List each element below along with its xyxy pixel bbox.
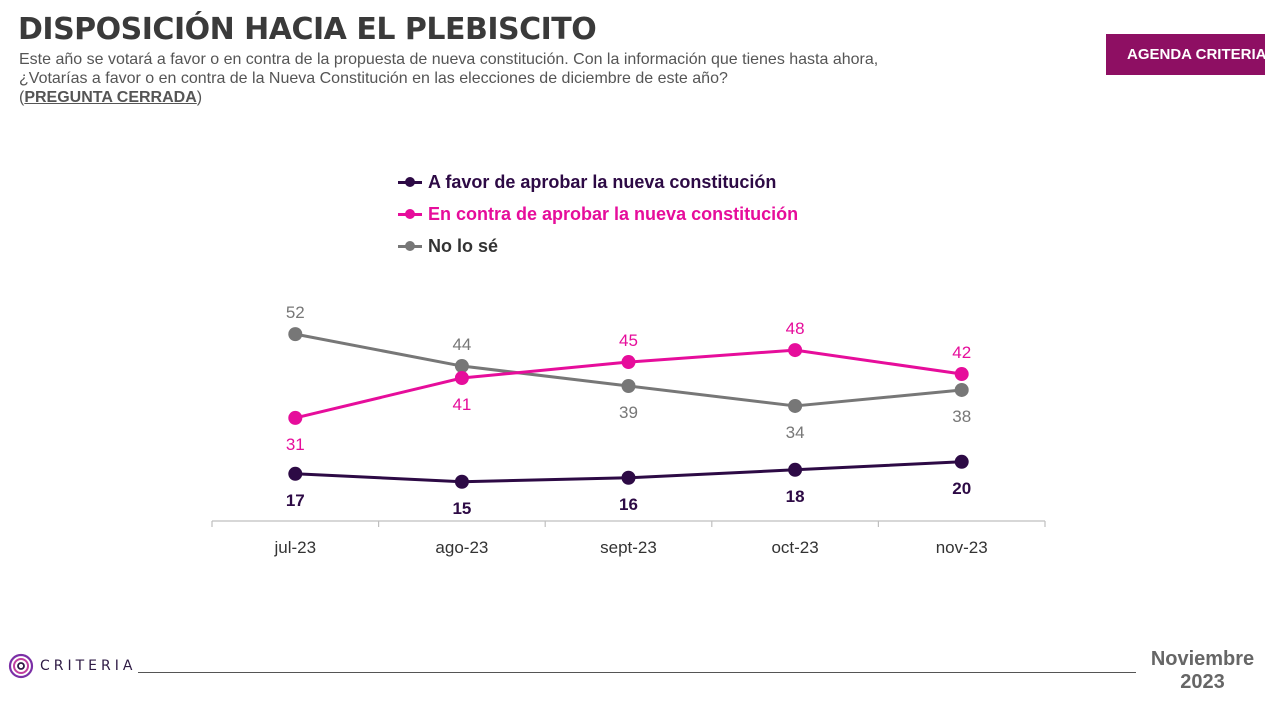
x-tick-label-sept-23: sept-23 — [600, 538, 657, 557]
legend-item-contra: En contra de aprobar la nueva constituci… — [398, 198, 798, 230]
legend-item-favor: A favor de aprobar la nueva constitución — [398, 166, 798, 198]
data-label-nolose: 39 — [619, 403, 638, 422]
data-label-contra: 41 — [452, 395, 471, 414]
data-label-contra: 31 — [286, 435, 305, 454]
data-point-nolose — [788, 398, 803, 413]
agenda-badge: AGENDA CRITERIA — [1106, 34, 1265, 75]
data-label-favor: 20 — [952, 479, 971, 498]
data-label-nolose: 44 — [452, 335, 471, 354]
legend-label-contra: En contra de aprobar la nueva constituci… — [428, 203, 799, 224]
x-tick-label-nov-23: nov-23 — [936, 538, 988, 557]
data-point-contra — [454, 371, 469, 386]
data-point-favor — [454, 474, 469, 489]
logo-text: CRITERIA — [40, 658, 137, 674]
legend-marker-nolose — [398, 241, 422, 251]
legend-label-favor: A favor de aprobar la nueva constitución — [428, 171, 777, 192]
chart-legend: A favor de aprobar la nueva constitución… — [398, 166, 798, 262]
legend-label-nolose: No lo sé — [428, 235, 499, 256]
x-tick-label-ago-23: ago-23 — [435, 538, 488, 557]
page-title: DISPOSICIÓN HACIA EL PLEBISCITO — [18, 12, 597, 47]
data-label-contra: 48 — [786, 319, 805, 338]
data-point-favor — [788, 462, 803, 477]
data-point-favor — [954, 454, 969, 469]
question-line-1: Este año se votará a favor o en contra d… — [19, 51, 879, 68]
data-label-favor: 15 — [452, 499, 471, 518]
data-label-contra: 42 — [952, 343, 971, 362]
legend-item-nolose: No lo sé — [398, 230, 798, 262]
question-text: Este año se votará a favor o en contra d… — [19, 50, 1079, 107]
data-point-contra — [954, 367, 969, 382]
legend-marker-favor — [398, 177, 422, 187]
data-label-nolose: 52 — [286, 303, 305, 322]
question-type: (PREGUNTA CERRADA) — [19, 89, 203, 106]
data-point-nolose — [621, 378, 636, 393]
x-tick-label-oct-23: oct-23 — [771, 538, 818, 557]
data-point-favor — [621, 470, 636, 485]
data-point-contra — [288, 410, 303, 425]
data-label-nolose: 38 — [952, 407, 971, 426]
data-label-favor: 16 — [619, 495, 638, 514]
data-point-contra — [621, 355, 636, 370]
criteria-logo-icon — [8, 653, 34, 679]
data-label-favor: 18 — [786, 487, 805, 506]
data-point-contra — [788, 343, 803, 358]
data-label-favor: 17 — [286, 491, 305, 510]
data-label-contra: 45 — [619, 331, 638, 350]
data-point-nolose — [454, 359, 469, 374]
data-point-nolose — [288, 327, 303, 342]
legend-marker-contra — [398, 209, 422, 219]
footer-date: Noviembre 2023 — [1140, 648, 1265, 694]
criteria-logo: CRITERIA — [8, 653, 136, 679]
footer-divider — [138, 672, 1136, 673]
question-line-2: ¿Votarías a favor o en contra de la Nuev… — [19, 70, 728, 87]
footer-date-year: 2023 — [1180, 671, 1225, 693]
data-point-favor — [288, 466, 303, 481]
data-point-nolose — [954, 382, 969, 397]
data-label-nolose: 34 — [786, 423, 805, 442]
x-tick-label-jul-23: jul-23 — [274, 538, 317, 557]
question-type-label: PREGUNTA CERRADA — [24, 89, 197, 106]
footer-date-month: Noviembre — [1150, 648, 1255, 670]
